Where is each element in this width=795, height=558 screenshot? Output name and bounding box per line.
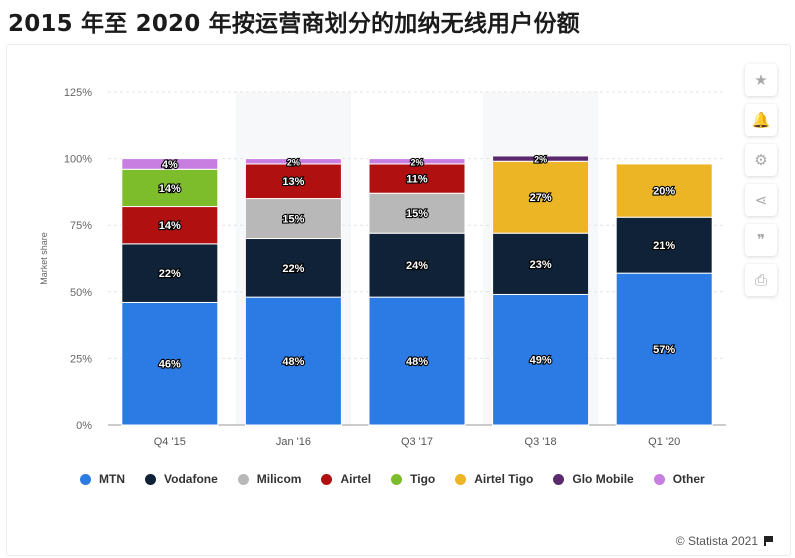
bar-segment [121, 243, 219, 303]
legend-item[interactable]: Other [653, 472, 705, 486]
y-tick-label: 50% [70, 287, 92, 299]
print-button[interactable]: ⎙ [745, 264, 777, 296]
legend-label: Milicom [256, 472, 302, 486]
x-tick-label: Q3 '17 [401, 436, 433, 448]
quote-button[interactable]: ❞ [745, 224, 777, 256]
legend-label: Vodafone [164, 472, 218, 486]
star-button[interactable]: ★ [745, 64, 777, 96]
bar-segment [492, 155, 590, 162]
bar-segment [368, 158, 466, 165]
bar-segment [121, 206, 219, 245]
bar-segment [244, 198, 342, 240]
legend-swatch [455, 473, 467, 485]
data-label: 4% [162, 159, 178, 171]
gear-icon: ⚙ [754, 151, 768, 169]
legend-item[interactable]: Vodafone [145, 472, 218, 486]
data-label: 15% [282, 214, 304, 226]
gear-button[interactable]: ⚙ [745, 144, 777, 176]
y-axis-label: Market share [39, 232, 49, 285]
bar-segment [121, 168, 219, 208]
y-tick-label: 0% [76, 420, 92, 432]
legend-label: Airtel [340, 472, 372, 486]
data-label: 20% [653, 186, 675, 198]
y-tick-label: 125% [64, 87, 92, 99]
legend-label: Other [672, 472, 705, 486]
bar-segment [368, 192, 466, 234]
data-label: 57% [653, 344, 675, 356]
bell-button[interactable]: 🔔 [745, 104, 777, 136]
print-icon: ⎙ [754, 271, 767, 289]
flag-icon [764, 536, 773, 546]
y-tick-label: 75% [70, 220, 92, 232]
statista-credit[interactable]: © Statista 2021 [676, 534, 773, 548]
bar-segment [244, 296, 342, 426]
legend-item[interactable]: Milicom [237, 472, 302, 486]
data-label: 13% [282, 176, 304, 188]
y-tick-label: 25% [70, 353, 92, 365]
credit-text: © Statista 2021 [675, 534, 758, 548]
data-label: 22% [282, 263, 304, 275]
legend-swatch [553, 473, 565, 485]
quote-icon: ❞ [756, 231, 766, 249]
bar-segment [121, 158, 219, 170]
data-label: 22% [159, 268, 181, 280]
legend-item[interactable]: MTN [80, 472, 125, 486]
data-label: 27% [530, 192, 552, 204]
x-tick-label: Q4 '15 [154, 436, 186, 448]
bar-segment [244, 163, 342, 200]
data-label: 2% [534, 155, 547, 165]
legend-swatch [80, 473, 91, 485]
star-icon: ★ [754, 71, 768, 89]
legend-label: Airtel Tigo [474, 472, 534, 486]
data-label: 48% [406, 356, 428, 368]
data-label: 24% [406, 260, 428, 272]
data-label: 2% [287, 157, 300, 167]
legend-swatch [145, 473, 156, 485]
data-label: 15% [406, 208, 428, 220]
data-label: 21% [653, 240, 675, 252]
legend-swatch [237, 473, 249, 485]
legend-swatch [321, 473, 333, 485]
bar-segment [492, 232, 590, 295]
x-tick-label: Jan '16 [276, 436, 311, 448]
bar-segment [368, 232, 466, 298]
legend-item[interactable]: Airtel [321, 472, 371, 486]
share-button[interactable]: ⋖ [745, 184, 777, 216]
bar-segment [615, 163, 713, 218]
legend-item[interactable]: Glo Mobile [553, 472, 634, 486]
x-tick-label: Q1 '20 [648, 436, 680, 448]
bar-segment [368, 163, 466, 194]
data-label: 23% [530, 259, 552, 271]
share-icon: ⋖ [754, 191, 768, 209]
bar-segment [615, 216, 713, 274]
chart-legend: MTN Vodafone Milicom Airtel Tigo Airtel Tigo G… [80, 472, 725, 486]
legend-item[interactable]: Airtel Tigo [455, 472, 533, 486]
legend-swatch [391, 473, 403, 485]
page-title: 2015 年至 2020 年按运营商划分的加纳无线用户份额 [8, 11, 580, 37]
chart-toolbar: ★ 🔔 ⚙ ⋖ ❞ ⎙ [745, 64, 779, 296]
y-tick-label: 100% [64, 154, 92, 166]
bar-segment [492, 293, 590, 426]
bar-segment [368, 296, 466, 426]
bar-segment [615, 272, 713, 426]
data-label: 48% [282, 356, 304, 368]
bar-segment [244, 158, 342, 165]
legend-label: Glo Mobile [572, 472, 634, 486]
bell-icon: 🔔 [751, 111, 771, 129]
x-tick-label: Q3 '18 [525, 436, 557, 448]
data-label: 2% [410, 157, 423, 167]
data-label: 49% [530, 355, 552, 367]
legend-item[interactable]: Tigo [391, 472, 435, 486]
data-label: 46% [159, 359, 181, 371]
bar-segment [121, 301, 219, 426]
legend-swatch [653, 473, 665, 485]
legend-label: MTN [99, 472, 125, 486]
data-label: 14% [159, 183, 181, 195]
data-label: 11% [406, 174, 428, 186]
data-label: 14% [159, 220, 181, 232]
legend-label: Tigo [410, 472, 436, 486]
